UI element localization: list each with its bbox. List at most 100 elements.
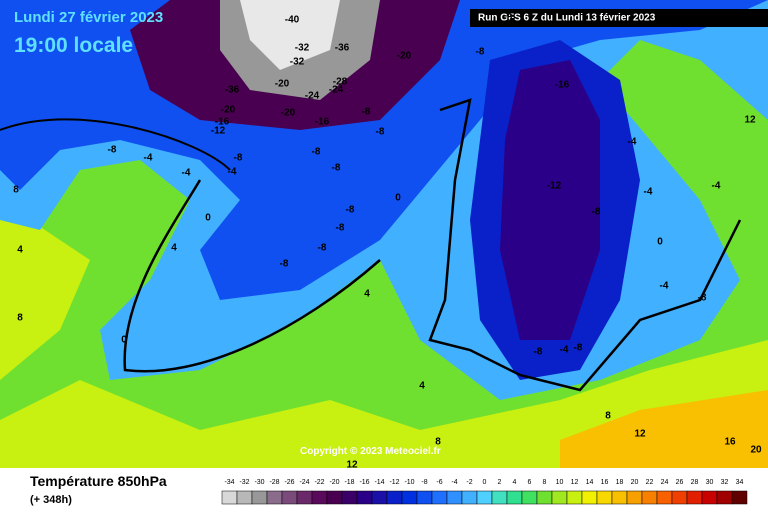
contour-label: -20 — [397, 51, 412, 62]
scale-swatch — [386, 490, 403, 505]
cold-area — [500, 60, 600, 340]
scale-swatch — [566, 490, 583, 505]
contour-label: -4 — [182, 168, 191, 179]
contour-label: -36 — [225, 85, 240, 96]
contour-label: 12 — [744, 115, 756, 126]
isotherm — [428, 98, 742, 392]
contour-label: -8 — [362, 107, 371, 118]
contour-label: -28 — [333, 77, 348, 88]
contour-label: -8 — [336, 223, 345, 234]
isotherm — [0, 118, 231, 171]
contour-label: 16 — [724, 437, 736, 448]
scale-label: 12 — [571, 479, 579, 486]
scale-label: -4 — [451, 479, 457, 486]
scale-label: -8 — [421, 479, 427, 486]
contour-label: -8 — [332, 163, 341, 174]
contour-label: -8 — [504, 13, 513, 24]
valid-date: Lundi 27 février 2023 — [14, 9, 163, 26]
scale-label: 6 — [528, 479, 532, 486]
contour-label: -4 — [144, 153, 153, 164]
scale-swatch — [716, 490, 733, 505]
scale-swatch — [551, 490, 568, 505]
scale-label: 32 — [721, 479, 729, 486]
scale-swatch — [491, 490, 508, 505]
scale-label: -22 — [314, 479, 324, 486]
contour-label: -4 — [228, 167, 237, 178]
scale-label: -28 — [269, 479, 279, 486]
warm-area — [0, 200, 90, 380]
contour-label: -4 — [644, 187, 653, 198]
contour-label: -8 — [312, 147, 321, 158]
run-info: Run GFS 6 Z du Lundi 13 février 2023 — [478, 13, 656, 24]
scale-swatch — [431, 490, 448, 505]
scale-swatch — [461, 490, 478, 505]
scale-swatch — [611, 490, 628, 505]
scale-label: -34 — [224, 479, 234, 486]
scale-swatch — [626, 490, 643, 505]
contour-label: -8 — [376, 127, 385, 138]
contour-label: -4 — [560, 345, 569, 356]
contour-label: 4 — [364, 289, 370, 300]
scale-label: -24 — [299, 479, 309, 486]
contour-label: -8 — [476, 47, 485, 58]
scale-label: 0 — [483, 479, 487, 486]
contour-label: -8 — [698, 293, 707, 304]
scale-label: 30 — [706, 479, 714, 486]
warm-area — [560, 390, 768, 468]
scale-swatch — [266, 490, 283, 505]
scale-swatch — [731, 490, 748, 505]
copyright: Copyright © 2023 Meteociel.fr — [300, 446, 441, 457]
scale-label: 26 — [676, 479, 684, 486]
scale-label: -14 — [374, 479, 384, 486]
scale-swatch — [536, 490, 553, 505]
contour-label: -8 — [592, 207, 601, 218]
contour-label: -20 — [281, 108, 296, 119]
contour-label: 0 — [395, 193, 401, 204]
contour-label: -4 — [628, 137, 637, 148]
scale-label: -10 — [404, 479, 414, 486]
scale-swatch — [371, 490, 388, 505]
contour-label: 0 — [121, 335, 127, 346]
scale-swatch — [326, 490, 343, 505]
run-banner — [470, 9, 768, 27]
contour-label: -8 — [234, 153, 243, 164]
scale-label: -16 — [359, 479, 369, 486]
map-title: Température 850hPa — [30, 473, 167, 489]
contour-label: -8 — [534, 347, 543, 358]
scale-label: 34 — [736, 479, 744, 486]
scale-label: -30 — [254, 479, 264, 486]
scale-swatch — [341, 490, 358, 505]
scale-swatch — [311, 490, 328, 505]
scale-swatch — [506, 490, 523, 505]
scale-swatch — [296, 490, 313, 505]
scale-swatch — [641, 490, 658, 505]
contour-label: 8 — [605, 411, 611, 422]
contour-label: -32 — [295, 43, 310, 54]
contour-label: -8 — [108, 145, 117, 156]
scale-swatch — [521, 490, 538, 505]
scale-label: 16 — [601, 479, 609, 486]
scale-swatch — [671, 490, 688, 505]
contour-label: -16 — [315, 117, 330, 128]
scale-label: -26 — [284, 479, 294, 486]
scale-label: 20 — [631, 479, 639, 486]
scale-label: -20 — [329, 479, 339, 486]
arctic-area — [240, 0, 340, 70]
scale-swatch — [476, 490, 493, 505]
scale-label: -6 — [436, 479, 442, 486]
scale-swatch — [701, 490, 718, 505]
contour-label: -16 — [215, 117, 230, 128]
contour-label: -32 — [290, 57, 305, 68]
valid-time: 19:00 locale — [14, 34, 133, 57]
footer — [0, 468, 768, 512]
contour-label: 0 — [205, 213, 211, 224]
scale-label: -32 — [239, 479, 249, 486]
isotherm — [123, 179, 381, 373]
contour-label: -8 — [346, 205, 355, 216]
scale-swatch — [656, 490, 673, 505]
scale-swatch — [416, 490, 433, 505]
scale-label: 2 — [498, 479, 502, 486]
scale-swatch — [581, 490, 598, 505]
